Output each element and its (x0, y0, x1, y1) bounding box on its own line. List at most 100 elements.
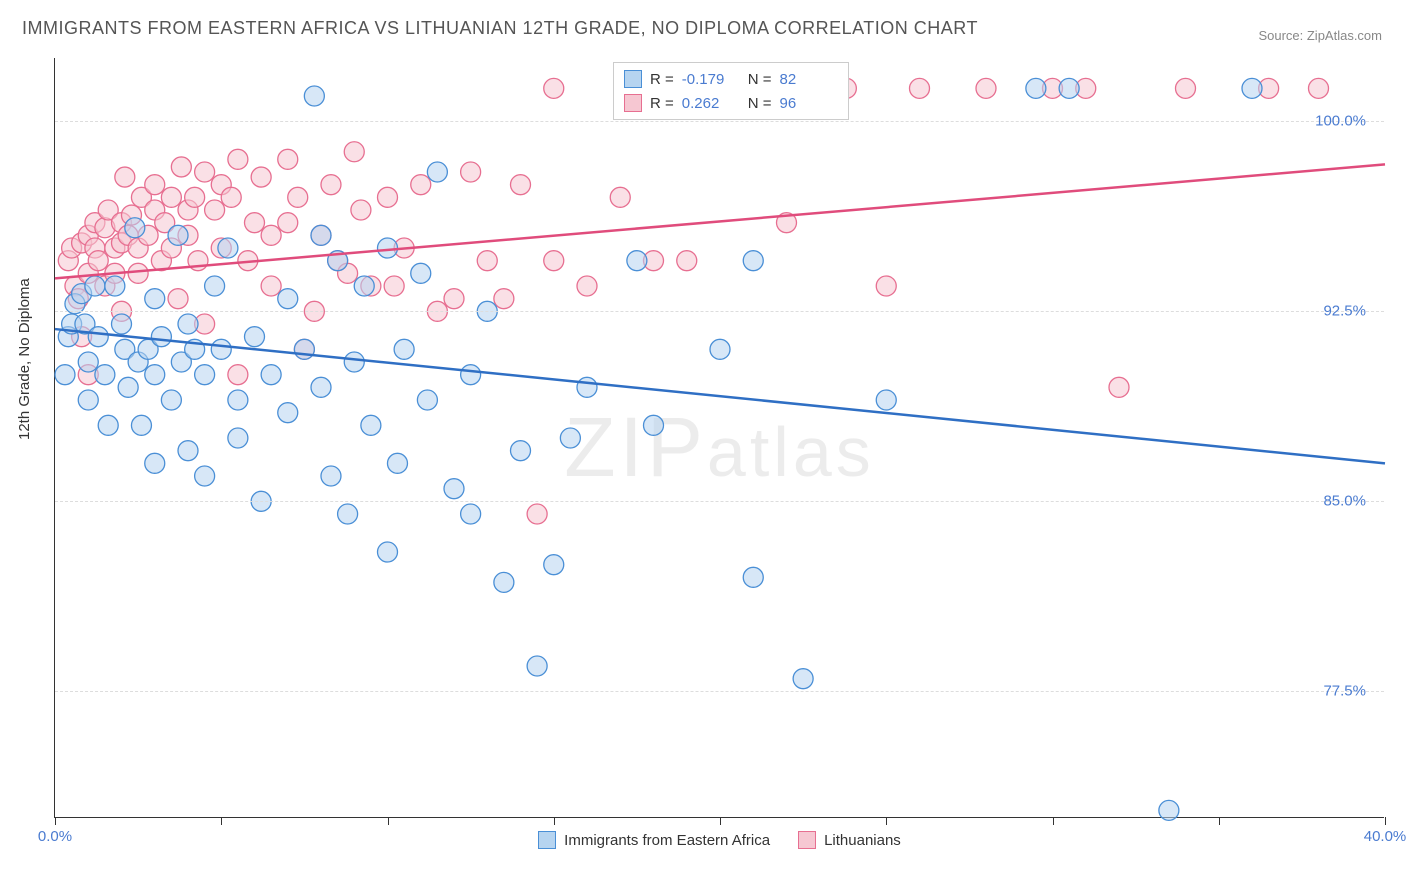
data-point (145, 365, 165, 385)
source-link[interactable]: ZipAtlas.com (1307, 28, 1382, 43)
xtick-mark (720, 817, 721, 825)
data-point (278, 403, 298, 423)
data-point (211, 339, 231, 359)
chart-title: IMMIGRANTS FROM EASTERN AFRICA VS LITHUA… (22, 18, 978, 39)
data-point (394, 339, 414, 359)
data-point (644, 415, 664, 435)
data-point (131, 415, 151, 435)
data-point (98, 415, 118, 435)
legend-swatch-pink (624, 94, 642, 112)
ytick-label: 77.5% (1323, 683, 1366, 700)
data-point (228, 365, 248, 385)
data-point (743, 567, 763, 587)
data-point (477, 251, 497, 271)
data-point (205, 200, 225, 220)
data-point (1176, 78, 1196, 98)
data-point (544, 251, 564, 271)
data-point (195, 365, 215, 385)
legend-series: Immigrants from Eastern Africa Lithuania… (55, 831, 1384, 849)
xtick-mark (221, 817, 222, 825)
chart-source: Source: ZipAtlas.com (1258, 28, 1382, 43)
data-point (185, 187, 205, 207)
plot-area: ZIPatlas R = -0.179 N = 82 R = 0.262 N =… (54, 58, 1384, 818)
data-point (145, 289, 165, 309)
source-prefix: Source: (1258, 28, 1306, 43)
data-point (387, 453, 407, 473)
ytick-label: 92.5% (1323, 303, 1366, 320)
data-point (1059, 78, 1079, 98)
legend-item-1: Immigrants from Eastern Africa (538, 831, 770, 849)
xtick-mark (1053, 817, 1054, 825)
data-point (88, 251, 108, 271)
data-point (78, 390, 98, 410)
data-point (261, 365, 281, 385)
data-point (261, 225, 281, 245)
data-point (95, 365, 115, 385)
data-point (151, 327, 171, 347)
n-value-2: 96 (780, 95, 838, 112)
data-point (677, 251, 697, 271)
y-axis-label: 12th Grade, No Diploma (16, 278, 33, 440)
xtick-mark (388, 817, 389, 825)
data-point (251, 167, 271, 187)
data-point (1242, 78, 1262, 98)
data-point (85, 276, 105, 296)
data-point (876, 390, 896, 410)
data-point (171, 157, 191, 177)
data-point (710, 339, 730, 359)
data-point (411, 263, 431, 283)
data-point (976, 78, 996, 98)
n-label: N = (748, 71, 772, 88)
data-point (78, 352, 98, 372)
data-point (876, 276, 896, 296)
data-point (544, 555, 564, 575)
data-point (221, 187, 241, 207)
data-point (118, 377, 138, 397)
legend-item-2: Lithuanians (798, 831, 901, 849)
data-point (55, 365, 75, 385)
gridline (55, 311, 1384, 312)
data-point (494, 572, 514, 592)
data-point (627, 251, 647, 271)
legend-swatch-blue (624, 70, 642, 88)
data-point (793, 669, 813, 689)
data-point (384, 276, 404, 296)
data-point (161, 390, 181, 410)
data-point (411, 175, 431, 195)
legend-label-2: Lithuanians (824, 832, 901, 849)
xtick-mark (886, 817, 887, 825)
data-point (145, 453, 165, 473)
data-point (511, 175, 531, 195)
ytick-label: 85.0% (1323, 493, 1366, 510)
r-value-1: -0.179 (682, 71, 740, 88)
data-point (344, 142, 364, 162)
data-point (245, 327, 265, 347)
data-point (218, 238, 238, 258)
data-point (338, 504, 358, 524)
data-point (527, 656, 547, 676)
data-point (610, 187, 630, 207)
data-point (168, 289, 188, 309)
r-label-2: R = (650, 95, 674, 112)
data-point (577, 377, 597, 397)
data-point (168, 225, 188, 245)
data-point (145, 175, 165, 195)
data-point (195, 466, 215, 486)
data-point (105, 276, 125, 296)
legend-stats: R = -0.179 N = 82 R = 0.262 N = 96 (613, 62, 849, 120)
data-point (288, 187, 308, 207)
gridline (55, 501, 1384, 502)
legend-stats-row-2: R = 0.262 N = 96 (624, 91, 838, 115)
data-point (378, 187, 398, 207)
data-point (743, 251, 763, 271)
chart-container: IMMIGRANTS FROM EASTERN AFRICA VS LITHUA… (0, 0, 1406, 892)
data-point (461, 365, 481, 385)
data-point (427, 162, 447, 182)
data-point (88, 327, 108, 347)
data-point (278, 149, 298, 169)
data-point (494, 289, 514, 309)
data-point (461, 504, 481, 524)
ytick-label: 100.0% (1315, 113, 1366, 130)
data-point (304, 86, 324, 106)
data-point (195, 162, 215, 182)
